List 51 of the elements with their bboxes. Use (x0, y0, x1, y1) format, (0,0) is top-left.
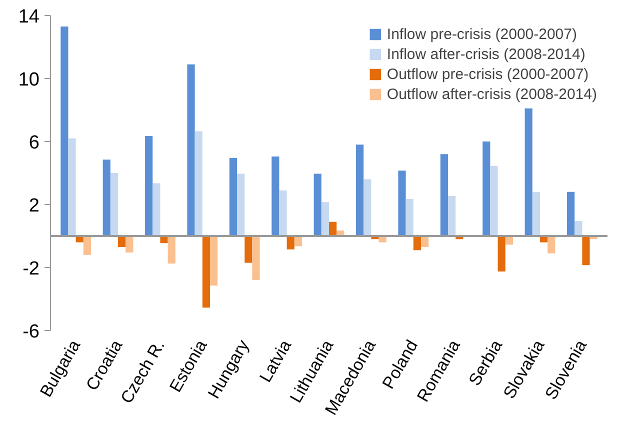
bar (420, 236, 429, 248)
bar (356, 144, 364, 236)
bar (566, 192, 575, 236)
bar (279, 190, 287, 236)
bar (406, 198, 414, 236)
bar (102, 160, 110, 236)
y-tick-label: 14 (18, 6, 40, 28)
bar (83, 236, 92, 255)
bar (314, 174, 322, 236)
y-tick-label: 2 (28, 196, 40, 216)
bar (60, 26, 68, 236)
y-tick-label: -2 (22, 258, 40, 280)
bar (145, 136, 153, 236)
bar (413, 236, 421, 250)
bar (194, 131, 202, 236)
bar (448, 196, 456, 236)
legend-label: Outflow after-crisis (2008-2014) (386, 85, 597, 103)
bar (110, 173, 118, 236)
bar (152, 183, 160, 236)
bar (364, 179, 372, 236)
y-tick-label: 6 (28, 132, 40, 154)
bar (286, 236, 294, 250)
bar (244, 236, 252, 263)
bar (482, 142, 490, 236)
bar (229, 158, 238, 236)
legend-label: Inflow pre-crisis (2000-2007) (386, 25, 577, 43)
bar (548, 236, 556, 254)
bar (126, 236, 134, 253)
bar (329, 222, 337, 236)
bar (574, 221, 582, 236)
bar (490, 166, 498, 236)
bar (532, 192, 540, 236)
bar (168, 236, 176, 264)
bar (68, 138, 76, 236)
bar (272, 156, 280, 236)
bar (321, 202, 329, 236)
bar (237, 174, 245, 236)
bar (210, 236, 218, 286)
y-tick-label: 10 (18, 70, 40, 90)
bar (524, 108, 532, 236)
legend-label: Outflow pre-crisis (2000-2007) (386, 65, 589, 83)
bar (252, 236, 260, 280)
legend-label: Inflow after-crisis (2008-2014) (386, 45, 586, 63)
bar (582, 236, 590, 266)
bar (187, 64, 195, 236)
bar (498, 236, 506, 272)
y-tick-label: -6 (22, 322, 40, 342)
bar (440, 154, 448, 236)
bar (398, 170, 406, 236)
bar (202, 236, 210, 308)
bar (118, 236, 126, 248)
